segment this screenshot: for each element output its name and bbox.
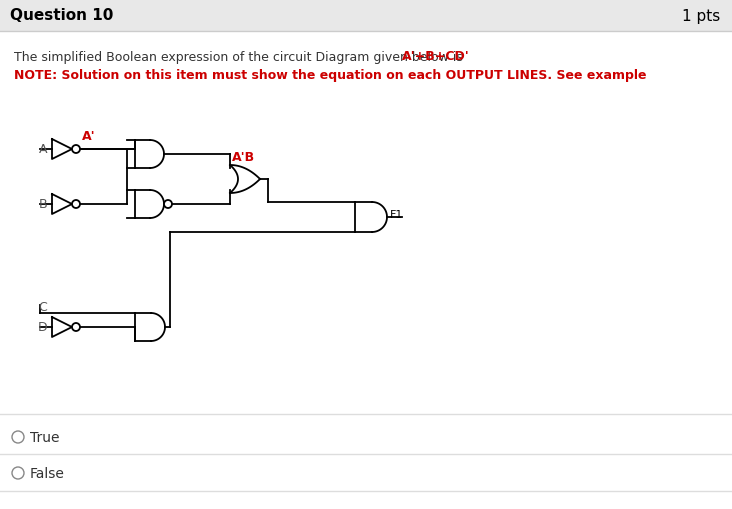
Text: A'+B+CD': A'+B+CD' xyxy=(402,50,470,64)
Text: C: C xyxy=(38,301,47,314)
Bar xyxy=(0,0,732,32)
Text: A': A' xyxy=(82,130,96,143)
Text: 1 pts: 1 pts xyxy=(681,9,720,23)
Text: B: B xyxy=(38,198,47,211)
Text: NOTE: Solution on this item must show the equation on each OUTPUT LINES. See exa: NOTE: Solution on this item must show th… xyxy=(14,69,646,82)
Text: Question 10: Question 10 xyxy=(10,9,113,23)
Text: F1: F1 xyxy=(390,210,403,219)
Circle shape xyxy=(12,431,24,443)
Circle shape xyxy=(164,201,172,209)
Text: A'B: A'B xyxy=(232,151,255,164)
Text: False: False xyxy=(30,466,65,480)
Circle shape xyxy=(72,323,80,331)
Circle shape xyxy=(12,467,24,479)
Circle shape xyxy=(72,146,80,154)
Text: D: D xyxy=(37,321,47,334)
Text: True: True xyxy=(30,430,59,444)
Text: The simplified Boolean expression of the circuit Diagram given below is: The simplified Boolean expression of the… xyxy=(14,50,467,64)
Text: A: A xyxy=(39,143,47,156)
Circle shape xyxy=(72,201,80,209)
